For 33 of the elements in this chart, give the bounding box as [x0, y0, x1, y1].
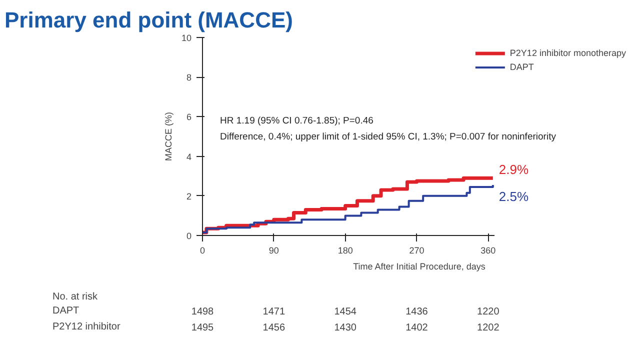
- text: 1430: [334, 322, 357, 334]
- y-tick-label: 6: [186, 112, 192, 122]
- annotation: 2.9%: [498, 162, 529, 178]
- y-tick-label: 0: [186, 231, 192, 241]
- text: 1436: [406, 306, 428, 318]
- text: 1495: [191, 322, 214, 334]
- text: 1202: [477, 322, 500, 334]
- y-tick-label: 4: [186, 152, 192, 162]
- x-tick-label: 180: [338, 246, 353, 256]
- y-tick-label: 2: [186, 191, 192, 202]
- annotation: Difference, 0.4%; upper limit of 1-sided 95% CI, 1.3%; P=0.007 for noninferiority: [220, 131, 556, 142]
- annotation: HR 1.19 (95% CI 0.76-1.85); P=0.46: [220, 116, 374, 127]
- text: P2Y12 inhibitor: [52, 322, 121, 333]
- x-tick-label: 270: [409, 246, 424, 256]
- text: No. at risk: [52, 291, 99, 302]
- y-tick-label: 10: [181, 33, 192, 43]
- text: 1498: [191, 306, 214, 318]
- text: DAPT: [52, 306, 80, 317]
- x-tick-label: 90: [268, 246, 279, 256]
- text: 1454: [334, 306, 357, 318]
- legend-label: P2Y12 inhibitor monotherapy: [510, 47, 626, 59]
- text: 1402: [406, 322, 428, 334]
- y-tick-label: 8: [186, 72, 192, 83]
- chart-title: Primary end point (MACCE): [4, 8, 293, 32]
- y-axis-title: MACCE (%): [163, 112, 174, 161]
- x-axis-title: Time After Initial Procedure, days: [353, 262, 486, 272]
- text: 1471: [262, 306, 286, 318]
- legend-label: DAPT: [510, 61, 534, 73]
- text: 1220: [477, 306, 500, 318]
- x-tick-label: 360: [480, 246, 496, 256]
- annotation: 2.5%: [498, 189, 529, 204]
- x-tick-label: 0: [200, 246, 206, 256]
- text: 1456: [262, 322, 286, 334]
